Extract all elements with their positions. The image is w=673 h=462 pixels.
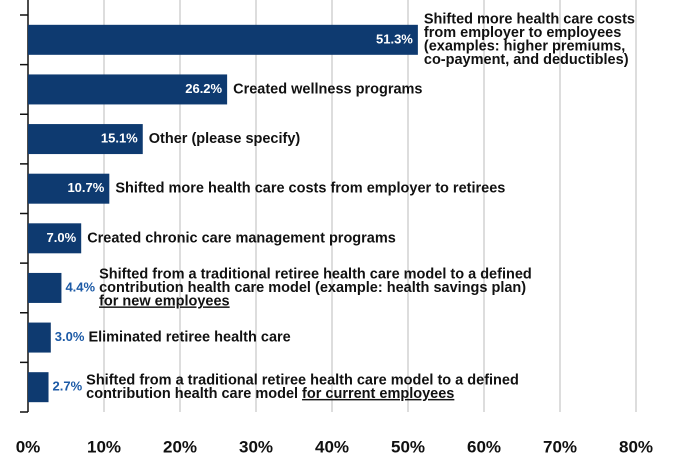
bar [28,223,82,254]
category-label: Shifted from a traditional retiree healt… [86,372,519,402]
x-tick-label: 30% [239,437,273,456]
value-label: 10.7% [67,180,104,195]
value-label: 51.3% [376,31,413,46]
bar [28,372,49,403]
category-label: Eliminated retiree health care [88,329,290,345]
category-line: Created chronic care management programs [87,230,396,246]
bar [28,173,110,204]
value-label: 3.0% [55,329,85,344]
category-line: Shifted from a traditional retiree healt… [86,372,519,388]
value-label: 4.4% [65,279,95,294]
value-label: 26.2% [185,81,222,96]
category-line: Other (please specify) [149,131,301,147]
x-tick-label: 80% [619,437,653,456]
category-line: contribution health care model (example:… [99,280,526,296]
x-tick-label: 0% [16,437,41,456]
category-label: Other (please specify) [149,131,301,147]
x-tick-label: 70% [543,437,577,456]
category-underlined: for new employees [99,293,230,309]
category-label: Shifted from a traditional retiree healt… [99,266,532,309]
x-tick-label: 40% [315,437,349,456]
category-line: Shifted more health care costs [424,11,635,27]
x-tick-label: 50% [391,437,425,456]
x-tick-label: 10% [87,437,121,456]
category-label: Created wellness programs [233,81,422,97]
category-line: contribution health care model [86,386,298,402]
category-line: Shifted more health care costs from empl… [115,181,505,197]
value-label: 7.0% [47,230,77,245]
category-line: (examples: higher premiums, [424,38,625,54]
bar [28,124,143,155]
category-label: Created chronic care management programs [87,230,396,246]
bar [28,322,51,353]
value-label: 2.7% [53,379,83,394]
category-line: Created wellness programs [233,81,422,97]
bar [28,24,418,55]
category-underlined: for current employees [302,386,454,402]
category-line: from employer to employees [424,25,621,41]
x-tick-label: 60% [467,437,501,456]
category-line: Shifted from a traditional retiree healt… [99,266,532,282]
bar [28,74,228,105]
category-line: Eliminated retiree health care [88,329,290,345]
x-tick-label: 20% [163,437,197,456]
category-label: Shifted more health care costs from empl… [115,181,505,197]
bar [28,272,62,303]
value-label: 15.1% [101,131,138,146]
category-line: co-payment, and deductibles) [424,52,629,68]
category-label: Shifted more health care costs from emplo… [424,11,635,68]
